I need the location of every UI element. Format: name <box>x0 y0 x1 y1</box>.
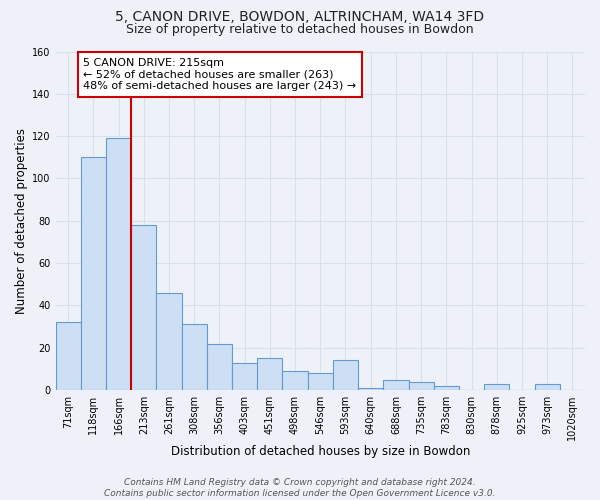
Bar <box>409 382 434 390</box>
Bar <box>232 362 257 390</box>
Bar <box>207 344 232 390</box>
Bar <box>131 225 157 390</box>
Bar <box>383 380 409 390</box>
Bar <box>56 322 81 390</box>
Bar <box>434 386 459 390</box>
Bar <box>484 384 509 390</box>
Bar <box>308 373 333 390</box>
Bar <box>358 388 383 390</box>
Bar <box>182 324 207 390</box>
Bar <box>257 358 283 390</box>
Text: 5 CANON DRIVE: 215sqm
← 52% of detached houses are smaller (263)
48% of semi-det: 5 CANON DRIVE: 215sqm ← 52% of detached … <box>83 58 356 91</box>
Text: 5, CANON DRIVE, BOWDON, ALTRINCHAM, WA14 3FD: 5, CANON DRIVE, BOWDON, ALTRINCHAM, WA14… <box>115 10 485 24</box>
Bar <box>106 138 131 390</box>
Bar <box>333 360 358 390</box>
Bar <box>157 293 182 390</box>
X-axis label: Distribution of detached houses by size in Bowdon: Distribution of detached houses by size … <box>170 444 470 458</box>
Text: Contains HM Land Registry data © Crown copyright and database right 2024.
Contai: Contains HM Land Registry data © Crown c… <box>104 478 496 498</box>
Text: Size of property relative to detached houses in Bowdon: Size of property relative to detached ho… <box>126 22 474 36</box>
Bar <box>81 158 106 390</box>
Y-axis label: Number of detached properties: Number of detached properties <box>15 128 28 314</box>
Bar <box>535 384 560 390</box>
Bar <box>283 371 308 390</box>
